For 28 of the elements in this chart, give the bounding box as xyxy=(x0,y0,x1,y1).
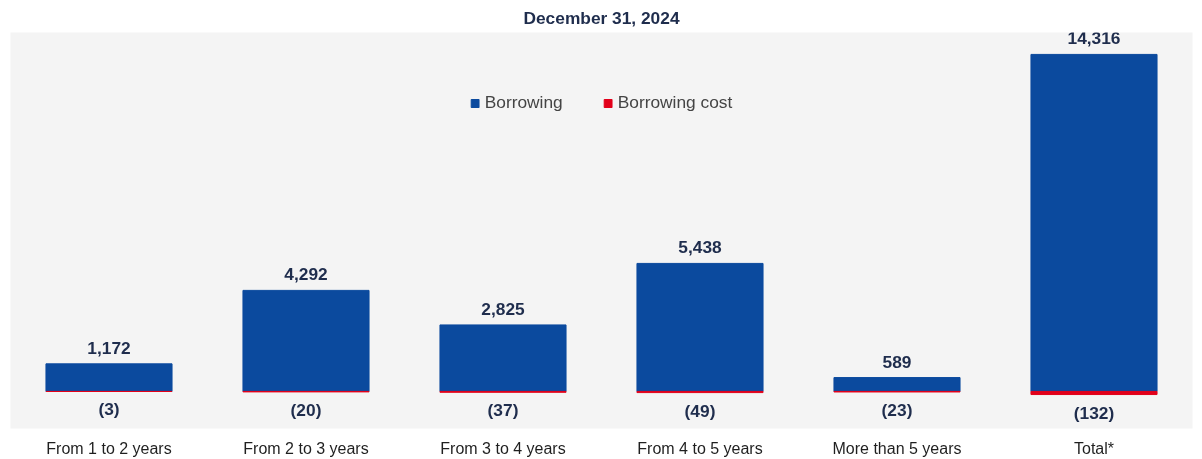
x-tick-label: From 1 to 2 years xyxy=(46,439,172,457)
data-label: (3) xyxy=(98,399,120,420)
data-label: 5,438 xyxy=(678,237,723,258)
legend-label: Borrowing cost xyxy=(617,92,733,113)
bar xyxy=(1030,390,1158,396)
data-label: (37) xyxy=(487,400,519,421)
data-label: 2,825 xyxy=(481,298,526,319)
data-label: 1,172 xyxy=(87,337,131,358)
bar xyxy=(45,363,173,392)
x-tick-label: More than 5 years xyxy=(832,439,962,457)
x-tick-label: From 3 to 4 years xyxy=(440,439,566,457)
bar xyxy=(636,262,764,392)
bar xyxy=(833,377,961,392)
bar xyxy=(439,324,567,392)
data-label: 4,292 xyxy=(284,264,328,285)
data-label: (20) xyxy=(290,399,322,420)
data-label: 589 xyxy=(882,351,912,372)
chart-title: December 31, 2024 xyxy=(523,7,680,28)
x-tick-label: Total* xyxy=(1073,439,1115,457)
legend-label: Borrowing xyxy=(484,92,563,113)
bar xyxy=(1030,53,1158,392)
x-tick-label: From 4 to 5 years xyxy=(637,439,763,457)
bar xyxy=(242,289,370,392)
data-label: (49) xyxy=(684,400,716,421)
x-tick-label: From 2 to 3 years xyxy=(243,439,369,457)
data-label: 14,316 xyxy=(1067,28,1121,49)
data-label: (23) xyxy=(881,399,913,420)
data-label: (132) xyxy=(1073,402,1115,423)
